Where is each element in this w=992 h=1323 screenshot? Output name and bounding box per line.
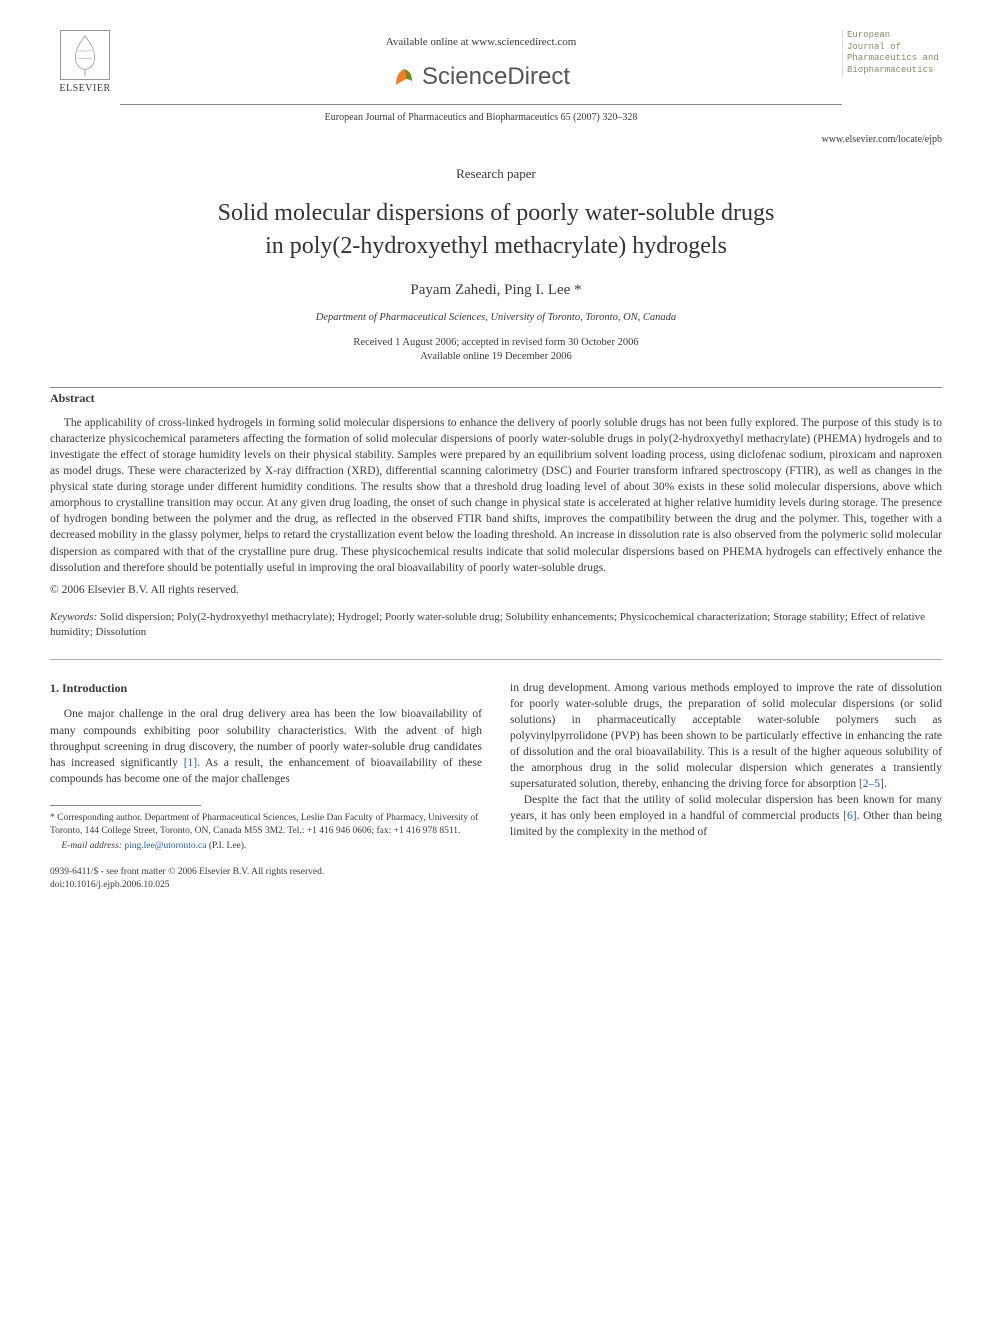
header-center: Available online at www.sciencedirect.co… xyxy=(120,30,842,125)
journal-reference: European Journal of Pharmaceutics and Bi… xyxy=(120,111,842,125)
elsevier-tree-icon xyxy=(60,30,110,80)
available-online-text: Available online at www.sciencedirect.co… xyxy=(120,35,842,50)
front-matter-line: 0939-6411/$ - see front matter © 2006 El… xyxy=(50,866,482,879)
keywords-label: Keywords: xyxy=(50,611,97,623)
title-line-1: Solid molecular dispersions of poorly wa… xyxy=(218,200,775,226)
ref-1-link[interactable]: [1] xyxy=(184,757,197,769)
abstract-rule-top xyxy=(50,387,942,388)
sciencedirect-icon xyxy=(392,65,416,89)
cover-line-4: Biopharmaceutics xyxy=(847,65,942,77)
column-right: in drug development. Among various metho… xyxy=(510,680,942,892)
footnote-separator xyxy=(50,805,201,806)
locate-url: www.elsevier.com/locate/ejpb xyxy=(50,133,942,147)
intro-para-1-cont: in drug development. Among various metho… xyxy=(510,680,942,793)
keywords-block: Keywords: Solid dispersion; Poly(2-hydro… xyxy=(50,610,942,641)
keywords-text: Solid dispersion; Poly(2-hydroxyethyl me… xyxy=(50,611,925,638)
elsevier-label: ELSEVIER xyxy=(59,82,110,96)
authors: Payam Zahedi, Ping I. Lee * xyxy=(50,280,942,301)
intro-para-1: One major challenge in the oral drug del… xyxy=(50,706,482,786)
abstract-rule-bottom xyxy=(50,659,942,660)
abstract-body: The applicability of cross-linked hydrog… xyxy=(50,415,942,576)
affiliation: Department of Pharmaceutical Sciences, U… xyxy=(50,311,942,326)
available-date: Available online 19 December 2006 xyxy=(420,351,571,362)
sciencedirect-logo: ScienceDirect xyxy=(120,60,842,94)
ref-6-link[interactable]: [6] xyxy=(843,810,856,822)
doi-block: 0939-6411/$ - see front matter © 2006 El… xyxy=(50,866,482,892)
page-header: ELSEVIER Available online at www.science… xyxy=(50,30,942,125)
paper-type: Research paper xyxy=(50,165,942,183)
cover-line-1: European xyxy=(847,30,942,42)
column-left: 1. Introduction One major challenge in t… xyxy=(50,680,482,892)
corresponding-text: * Corresponding author. Department of Ph… xyxy=(50,813,478,836)
publication-dates: Received 1 August 2006; accepted in revi… xyxy=(50,336,942,365)
paper-title: Solid molecular dispersions of poorly wa… xyxy=(50,197,942,262)
intro-heading: 1. Introduction xyxy=(50,680,482,697)
sciencedirect-text: ScienceDirect xyxy=(422,60,570,94)
corresponding-footnote: * Corresponding author. Department of Ph… xyxy=(50,812,482,852)
cover-line-2: Journal of xyxy=(847,42,942,54)
email-name: (P.I. Lee). xyxy=(206,841,246,851)
body-columns: 1. Introduction One major challenge in t… xyxy=(50,680,942,892)
elsevier-logo-block: ELSEVIER xyxy=(50,30,120,96)
title-line-2: in poly(2-hydroxyethyl methacrylate) hyd… xyxy=(265,233,727,259)
email-link[interactable]: ping.lee@utoronto.ca xyxy=(124,841,206,851)
abstract-heading: Abstract xyxy=(50,390,942,407)
ref-2-5-link[interactable]: [2–5] xyxy=(859,778,884,790)
doi-line: doi:10.1016/j.ejpb.2006.10.025 xyxy=(50,879,482,892)
header-rule xyxy=(120,104,842,105)
abstract-text: The applicability of cross-linked hydrog… xyxy=(50,415,942,576)
copyright-line: © 2006 Elsevier B.V. All rights reserved… xyxy=(50,582,942,598)
cover-line-3: Pharmaceutics and xyxy=(847,53,942,65)
received-date: Received 1 August 2006; accepted in revi… xyxy=(353,337,638,348)
email-label: E-mail address: xyxy=(61,841,122,851)
journal-cover-thumb: European Journal of Pharmaceutics and Bi… xyxy=(842,30,942,77)
intro-para-2: Despite the fact that the utility of sol… xyxy=(510,792,942,840)
